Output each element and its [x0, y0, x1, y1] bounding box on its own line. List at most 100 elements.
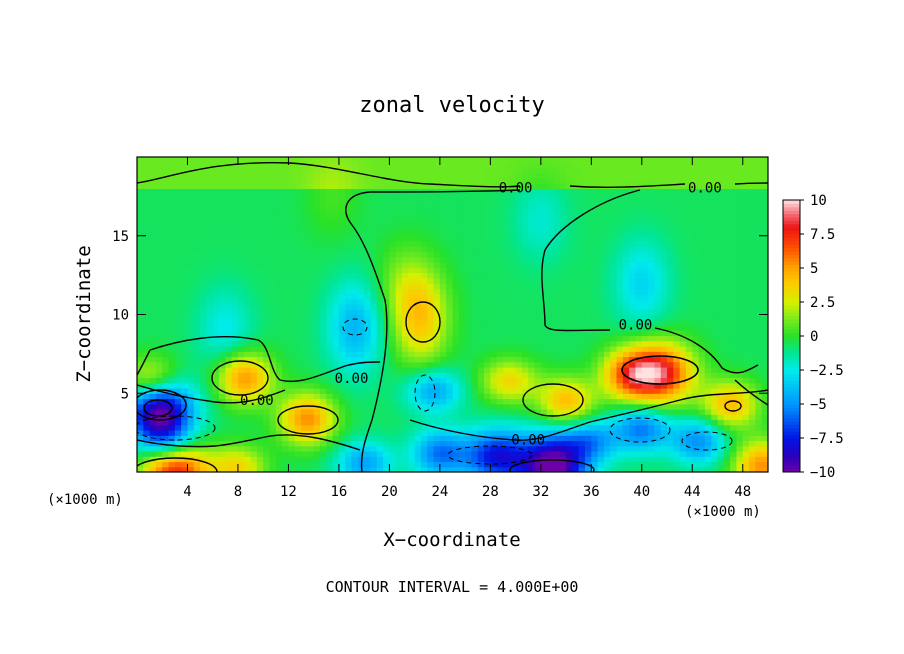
- heat-cell: [654, 451, 662, 457]
- heat-cell: [174, 235, 182, 242]
- heat-cell: [395, 461, 403, 468]
- heat-cell: [509, 372, 517, 379]
- heat-cell: [534, 283, 542, 289]
- heat-cell: [540, 456, 548, 463]
- heat-cell: [193, 440, 201, 447]
- heat-cell: [547, 409, 555, 415]
- heat-cell: [471, 283, 479, 289]
- heat-cell: [427, 335, 435, 342]
- heat-cell: [200, 403, 208, 410]
- heat-cell: [585, 230, 592, 237]
- heat-cell: [433, 414, 441, 421]
- heat-cell: [490, 456, 498, 463]
- heat-cell: [420, 356, 428, 363]
- heat-cell: [250, 356, 258, 363]
- heat-cell: [294, 272, 302, 279]
- heat-cell: [200, 414, 208, 421]
- heat-cell: [465, 398, 473, 405]
- heat-cell: [458, 193, 466, 200]
- heat-cell: [540, 435, 548, 442]
- heat-cell: [263, 314, 271, 321]
- heat-cell: [641, 330, 649, 337]
- heat-cell: [155, 319, 163, 326]
- heat-cell: [439, 398, 447, 405]
- heat-cell: [402, 361, 409, 368]
- heat-cell: [427, 319, 435, 326]
- heat-cell: [553, 367, 561, 373]
- heat-cell: [231, 178, 239, 184]
- heat-cell: [338, 419, 346, 426]
- heat-cell: [559, 183, 567, 190]
- heat-cell: [654, 319, 662, 326]
- heat-cell: [275, 330, 283, 337]
- heat-cell: [578, 314, 586, 321]
- heat-cell: [137, 214, 144, 221]
- heat-cell: [534, 272, 542, 279]
- heat-cell: [433, 193, 441, 200]
- heat-cell: [263, 451, 271, 457]
- heat-cell: [629, 356, 637, 363]
- heat-cell: [288, 440, 296, 447]
- heat-cell: [357, 283, 365, 289]
- heat-cell: [414, 319, 422, 326]
- heat-cell: [502, 167, 510, 174]
- heat-cell: [439, 283, 447, 289]
- heat-cell: [250, 277, 258, 284]
- heat-cell: [654, 351, 662, 358]
- heat-cell: [225, 199, 233, 205]
- heat-cell: [509, 445, 517, 452]
- heat-cell: [345, 220, 353, 226]
- heat-cell: [187, 183, 195, 190]
- heat-cell: [206, 466, 214, 472]
- heat-cell: [294, 304, 302, 310]
- heat-cell: [484, 309, 491, 316]
- heat-cell: [294, 346, 302, 352]
- heat-cell: [313, 382, 321, 389]
- heat-cell: [515, 325, 523, 331]
- heat-cell: [484, 241, 491, 247]
- heat-cell: [338, 241, 346, 247]
- heat-cell: [648, 372, 656, 379]
- heat-cell: [521, 314, 529, 321]
- heat-cell: [332, 288, 340, 295]
- heat-cell: [502, 298, 510, 305]
- heat-cell: [313, 209, 321, 216]
- heat-cell: [244, 393, 252, 400]
- heat-cell: [193, 304, 201, 310]
- heat-cell: [237, 466, 245, 472]
- heat-cell: [427, 393, 435, 400]
- heat-cell: [282, 188, 290, 195]
- heat-cell: [528, 403, 536, 410]
- heat-cell: [137, 340, 144, 347]
- heat-cell: [162, 304, 170, 310]
- heat-cell: [540, 241, 548, 247]
- heat-cell: [345, 246, 353, 253]
- heat-cell: [181, 262, 189, 268]
- heat-cell: [187, 430, 195, 436]
- heat-cell: [420, 314, 428, 321]
- heat-cell: [585, 204, 592, 211]
- heat-cell: [313, 172, 321, 179]
- heat-cell: [181, 340, 189, 347]
- heat-cell: [553, 230, 561, 237]
- heat-cell: [591, 346, 599, 352]
- heat-cell: [206, 325, 214, 331]
- heat-cell: [256, 388, 264, 394]
- heat-cell: [212, 256, 220, 263]
- heat-cell: [181, 440, 189, 447]
- heat-cell: [282, 199, 290, 205]
- heat-cell: [559, 220, 567, 226]
- heat-cell: [528, 424, 536, 431]
- heat-cell: [332, 178, 340, 184]
- heat-cell: [376, 309, 384, 316]
- heat-cell: [427, 451, 435, 457]
- heat-cell: [521, 230, 529, 237]
- heat-cell: [502, 377, 510, 384]
- heat-cell: [484, 251, 491, 258]
- heat-cell: [534, 304, 542, 310]
- heat-cell: [465, 209, 473, 216]
- heat-cell: [357, 377, 365, 384]
- heat-cell: [528, 398, 536, 405]
- heat-cell: [282, 372, 290, 379]
- heat-cell: [509, 403, 517, 410]
